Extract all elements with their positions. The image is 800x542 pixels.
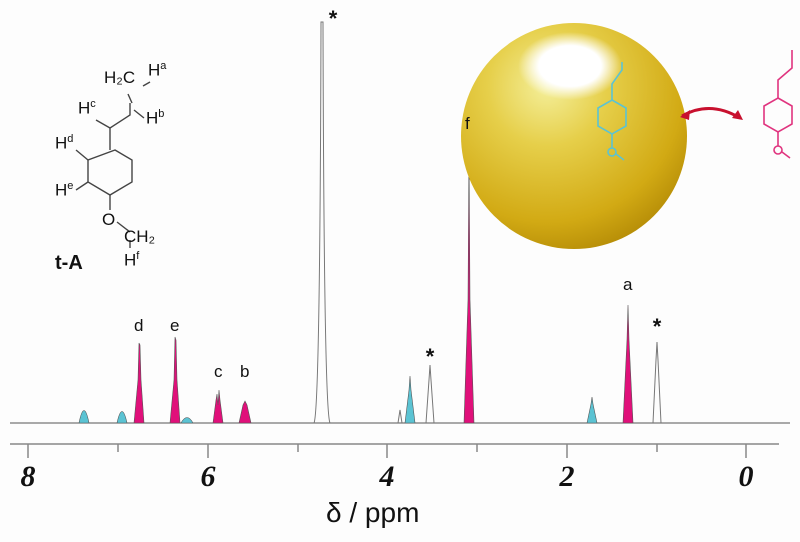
peak-label-b: b bbox=[240, 362, 250, 381]
struct-o: O bbox=[102, 210, 116, 229]
struct-h2c: H₂C bbox=[104, 68, 136, 87]
struct-ha: Ha bbox=[148, 60, 167, 80]
x-tick-label: 4 bbox=[379, 460, 395, 493]
peak-label-star: * bbox=[425, 344, 435, 369]
exchange-arrow-icon bbox=[681, 106, 741, 120]
peak-label-star: * bbox=[652, 314, 662, 339]
x-tick-label: 0 bbox=[738, 460, 754, 493]
peak-label-a: a bbox=[623, 275, 633, 294]
x-axis-title: δ / ppm bbox=[326, 497, 420, 528]
peak-label-f: f bbox=[465, 114, 470, 133]
free-peaks bbox=[133, 147, 634, 424]
encapsulated-molecule-icon bbox=[597, 62, 627, 161]
peak-label-c: c bbox=[214, 362, 223, 381]
x-tick-label: 2 bbox=[559, 460, 575, 493]
struct-hf: Hf bbox=[124, 250, 140, 270]
struct-ch2: CH₂ bbox=[124, 227, 156, 246]
struct-hd: Hd bbox=[55, 133, 74, 153]
struct-he: He bbox=[55, 180, 74, 200]
x-axis bbox=[10, 443, 779, 458]
peak-label-star: * bbox=[328, 6, 338, 31]
x-tick-label: 6 bbox=[200, 460, 216, 493]
solvent-peaks bbox=[313, 21, 662, 424]
encapsulated-peaks bbox=[78, 375, 598, 424]
x-tick-label: 8 bbox=[20, 460, 36, 493]
free-molecule-icon bbox=[763, 50, 793, 159]
peak-label-e: e bbox=[170, 316, 180, 335]
peak-label-d: d bbox=[134, 316, 144, 335]
gold-sphere-illustration bbox=[461, 23, 793, 249]
struct-hb: Hb bbox=[146, 108, 165, 128]
compound-label: t-A bbox=[55, 252, 83, 274]
structure-drawing bbox=[75, 81, 151, 248]
struct-hc: Hc bbox=[78, 98, 96, 118]
